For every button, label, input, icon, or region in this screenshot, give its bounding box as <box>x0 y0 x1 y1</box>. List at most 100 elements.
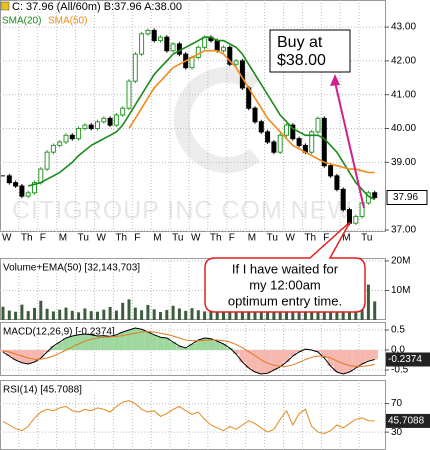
header: C: 37.96 (All/60m) B:37.96 A:38.00 <box>12 1 182 13</box>
x-tick-label: Tu <box>361 233 372 244</box>
rsi-line <box>2 400 375 435</box>
candle <box>6 175 12 184</box>
y-tick-label: 42.00 <box>391 56 416 67</box>
panel-title-bg <box>1 325 130 337</box>
x-tick-label: W <box>2 233 12 244</box>
macd-area <box>358 350 366 364</box>
volume-bar <box>266 307 270 320</box>
macd-area <box>340 350 347 374</box>
macd-area <box>100 335 107 350</box>
buy-box <box>269 29 351 73</box>
callout-text: optimum entry time. <box>228 293 342 308</box>
legend-entry: SMA(20) <box>2 16 41 27</box>
y-tick-label: 0.5 <box>391 325 405 336</box>
macd-area <box>321 350 328 358</box>
macd-area <box>43 350 51 352</box>
macd-area <box>94 336 101 350</box>
buy-text: Buy at <box>277 34 323 51</box>
volume-bar <box>240 309 244 320</box>
volume-bar <box>215 306 219 320</box>
macd-area <box>88 334 95 350</box>
signal-line <box>2 331 375 367</box>
candle <box>107 117 113 126</box>
volume-bar <box>177 308 181 320</box>
macd-area <box>62 338 70 350</box>
macd-area <box>106 336 114 350</box>
panel-title: RSI(14) [45.7088] <box>3 385 82 396</box>
volume-bar <box>285 306 288 320</box>
macd-area <box>289 350 296 356</box>
candle <box>120 107 126 116</box>
candle <box>353 215 359 224</box>
volume-bar <box>297 308 301 320</box>
y-tick-label: 20M <box>391 256 410 267</box>
x-tick-label: F <box>134 233 140 244</box>
macd-area <box>283 350 290 362</box>
volume-bar <box>140 310 144 320</box>
macd-area <box>176 346 183 350</box>
macd-area <box>144 332 152 350</box>
volume-bar <box>51 311 55 320</box>
x-tick-label: W <box>286 233 296 244</box>
candle <box>284 124 289 136</box>
volume-bar <box>70 310 74 320</box>
volume-bar <box>133 307 137 320</box>
candle <box>145 29 151 35</box>
macd-area <box>207 338 215 350</box>
volume-bar <box>159 312 162 320</box>
candle <box>88 124 94 130</box>
volume-bar <box>83 308 87 320</box>
y-tick-label: 30 <box>391 427 403 438</box>
x-tick-label: M <box>342 233 350 244</box>
sma-line <box>128 49 375 174</box>
macd-area <box>56 342 63 350</box>
x-tick-label: M <box>248 233 256 244</box>
candle <box>13 182 19 187</box>
volume-bar <box>360 303 364 320</box>
y-tick-label: 41.00 <box>391 89 416 100</box>
panel-title-bg <box>1 261 153 273</box>
volume-bar <box>184 310 188 320</box>
volume-bar <box>39 300 43 320</box>
candle <box>290 124 296 140</box>
sma-line <box>27 36 376 201</box>
volume-bar <box>26 311 30 320</box>
x-tick-label: Tu <box>267 233 278 244</box>
candle <box>164 36 170 52</box>
candle <box>76 128 82 140</box>
volume-bar <box>121 302 125 320</box>
y-tick-label: 37.00 <box>391 225 416 236</box>
volume-bar <box>196 310 200 320</box>
macd-area <box>169 342 177 350</box>
last-tag <box>386 190 428 206</box>
macd-area <box>264 350 271 374</box>
volume-bar <box>20 304 24 320</box>
macd-area <box>232 350 240 354</box>
candle <box>113 114 119 126</box>
macd-area <box>239 350 246 362</box>
candle <box>25 192 31 197</box>
volume-bar <box>152 309 156 320</box>
macd-area <box>25 350 32 364</box>
x-tick-label: F <box>40 233 46 244</box>
x-tick-label: Th <box>21 233 33 244</box>
volume-bar <box>33 307 36 320</box>
candle <box>63 134 69 143</box>
candle <box>69 134 75 140</box>
volume-bar <box>64 307 68 320</box>
macd-area <box>75 334 82 350</box>
candle <box>195 46 201 58</box>
x-tick-label: Th <box>115 233 127 244</box>
candle <box>252 107 258 123</box>
candle <box>44 151 50 170</box>
last-value: 45.7088 <box>388 416 425 427</box>
candle <box>321 117 327 167</box>
macd-area <box>270 350 278 370</box>
y-tick-label: 43.00 <box>391 22 416 33</box>
volume-bar <box>127 299 131 320</box>
candle <box>372 192 378 199</box>
callout-text: If I have waited for <box>232 261 339 276</box>
candle <box>347 209 352 224</box>
volume-bar <box>171 305 175 320</box>
